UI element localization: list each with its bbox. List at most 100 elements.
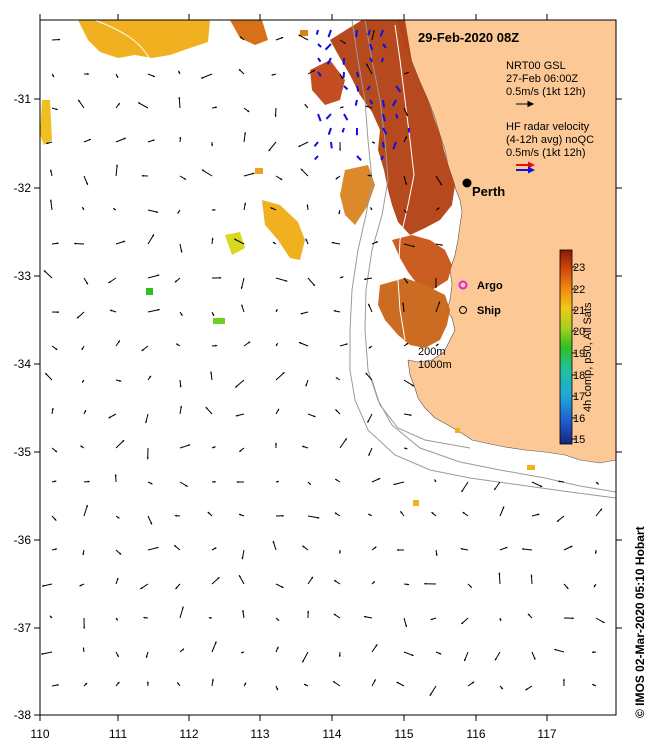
colorbar-tick: 17 [573,391,585,403]
colorbar-tick: 22 [573,284,585,296]
current-vector-head [272,242,276,244]
depth-200-label: 200m [418,346,446,358]
current-vector-head [117,340,120,343]
current-vector-head [241,304,244,307]
legend: NRT00 GSL 27-Feb 06:00Z 0.5m/s (1kt 12h)… [506,60,594,174]
current-vector-head [393,483,396,486]
current-vector [147,274,160,279]
current-vector-head [378,478,381,480]
current-vector-head [406,343,409,346]
current-vector-head [146,457,149,460]
current-vector-head [244,202,246,205]
current-vector-head [365,372,368,375]
current-vector-head [42,584,45,587]
current-vector-head [240,36,243,39]
current-vector-head [429,693,432,696]
current-vector-head [113,208,116,211]
current-vector-head [119,379,122,382]
current-vector-head [86,282,88,285]
current-vector-head [77,316,80,319]
current-vector-head [178,97,181,100]
current-vector-head [439,652,442,655]
current-vector-head [435,553,438,556]
current-vector-head [78,99,81,102]
x-tick-label: 116 [466,727,485,741]
current-vector-head [85,505,88,508]
x-tick-label: 115 [394,727,413,741]
current-vector-head [49,199,52,202]
current-vector-head [338,654,341,657]
current-vector-head [312,283,315,286]
current-vector-head [436,343,439,346]
sst-coastal [310,20,455,348]
current-vector-head [213,446,216,449]
current-vector-head [367,32,370,36]
current-vector-head [80,445,83,448]
current-vector-head [46,142,49,145]
current-vector-head [318,118,321,122]
current-vector-head [52,74,54,78]
current-vector-head [342,62,345,65]
current-vector-head [424,582,427,585]
current-vector-head [335,479,338,481]
legend-hf-line3: 0.5m/s (1kt 12h) [506,147,585,159]
current-vector-head [82,647,85,650]
current-vector-head [213,480,216,483]
current-vector-head [179,385,182,388]
current-vector-head [235,385,238,388]
current-vector-head [554,648,557,651]
current-vector-head [405,182,407,185]
current-vector-head [55,347,58,350]
current-vector-head [234,238,237,241]
current-vector-head [370,47,373,51]
hf-radar-arrows [313,29,410,161]
current-vector-head [434,479,437,482]
current-vector-head [339,148,342,151]
current-vector-head [331,241,334,244]
current-vector-head [438,301,441,304]
current-vector-head [396,549,399,551]
current-vector-head [333,681,336,684]
current-vector-head [119,552,122,555]
current-vector-head [343,41,346,44]
current-vector-head [368,303,371,306]
current-vector-head [268,149,271,152]
current-vector-head [108,281,111,283]
x-tick-label: 110 [30,727,49,741]
current-vector-head [364,278,367,280]
current-vector-head [174,514,177,517]
current-vector-head [58,38,60,41]
current-vector-head [383,118,386,122]
current-vector-head [500,687,503,690]
current-vector-head [335,409,338,412]
current-vector [301,651,309,663]
current-vector-head [530,574,533,577]
current-vector-head [505,547,508,549]
current-vector-head [392,146,395,150]
current-vector-head [84,410,86,413]
current-vector-head [540,485,543,487]
current-vector-head [56,684,59,686]
current-vector-head [272,540,275,544]
current-vector-head [562,678,565,681]
current-vector-head [183,177,186,180]
current-vector-head [407,130,410,133]
colorbar-tick: 18 [573,370,585,382]
current-vector-head [396,682,399,684]
y-tick-label: -33 [14,269,32,283]
current-vector-head [45,373,48,376]
current-vector-head [405,447,408,450]
current-vector-head [85,683,88,686]
current-vector-head [116,577,119,580]
current-vector-head [82,553,85,556]
current-vector-head [247,110,250,112]
current-vector-head [244,132,246,135]
current-vector-head [312,70,315,72]
current-vector-head [344,438,347,441]
current-vector-head [313,415,316,418]
y-tick-label: -34 [14,357,32,371]
current-vector-head [406,72,409,74]
current-vector-head [522,548,524,551]
current-vector-head [384,131,387,135]
